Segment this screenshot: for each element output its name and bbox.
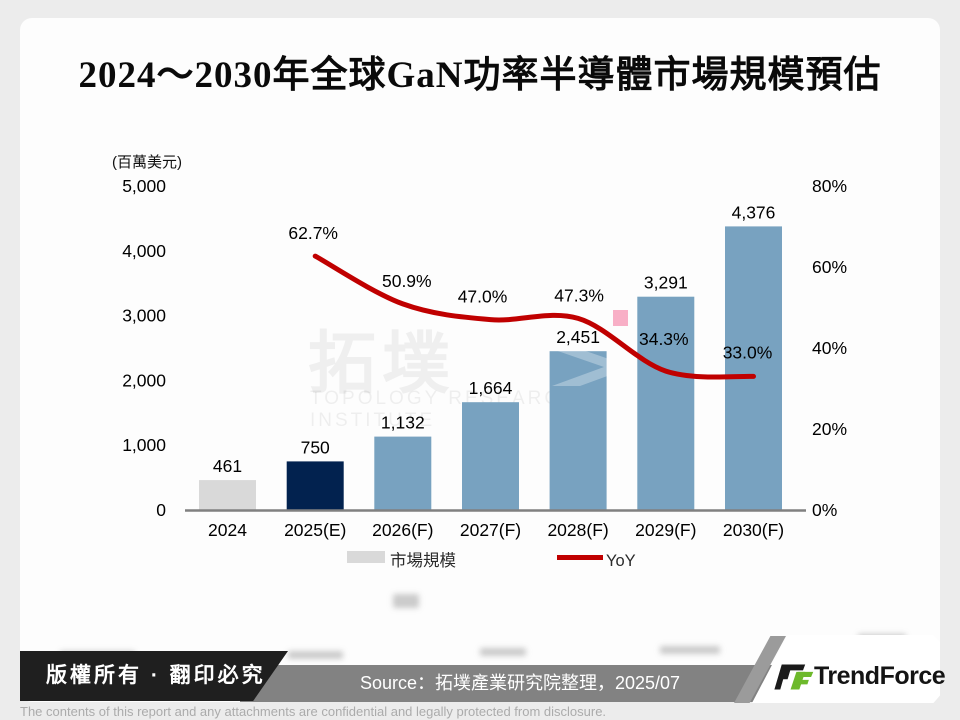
copyright-text: 版權所有 · 翻印必究 (46, 664, 266, 687)
yoy-percent-label: 50.9% (382, 271, 432, 291)
chart-legend: 市場規模 YoY (347, 551, 636, 570)
source-text: Source：拓墣產業研究院整理，2025/07 (359, 673, 681, 693)
left-axis-tick: 0 (156, 500, 166, 520)
right-axis-tick: 0% (812, 500, 837, 520)
bar-value-label: 750 (301, 437, 330, 457)
watermark-ghost (288, 651, 343, 659)
watermark-topology-cjk: 拓墣 (308, 326, 457, 402)
right-axis-tick: 40% (812, 338, 847, 358)
legend-bar-label: 市場規模 (390, 551, 456, 570)
x-axis-label: 2024 (208, 520, 247, 540)
legend-line-label: YoY (606, 552, 636, 570)
disclaimer-text: The contents of this report and any atta… (20, 704, 607, 719)
left-axis-unit-label: (百萬美元) (112, 154, 182, 171)
bar-2027(F) (462, 402, 519, 510)
bar-2025(E) (286, 461, 344, 510)
trendforce-logo-text: TrendForce (814, 662, 946, 690)
left-axis-tick: 4,000 (122, 241, 166, 261)
bar-value-label: 2,451 (556, 327, 600, 347)
bar-2030(F) (725, 226, 782, 510)
legend-bar-swatch (347, 551, 385, 563)
yoy-percent-label: 47.3% (554, 285, 604, 305)
stray-pink-marker (613, 310, 628, 326)
bar-2028(F) (549, 351, 607, 510)
page-title: 2024～2030年全球GaN功率半導體市場規模預估 (78, 55, 882, 96)
right-axis-tick: 20% (812, 419, 847, 439)
bar-value-label: 3,291 (644, 273, 688, 293)
watermark-ghost (660, 646, 720, 654)
bar-value-label: 461 (213, 456, 242, 476)
yoy-percent-label: 62.7% (288, 223, 338, 243)
bar-2024 (199, 480, 256, 510)
left-axis-tick: 3,000 (122, 306, 166, 326)
watermark-ghost (480, 648, 526, 656)
yoy-line (312, 253, 756, 380)
watermark-chevron (552, 349, 632, 386)
left-axis-tick: 5,000 (122, 176, 166, 196)
left-axis-tick: 2,000 (122, 370, 166, 390)
yoy-percent-label: 33.0% (723, 342, 773, 362)
bar-value-label: 4,376 (732, 202, 776, 222)
bar-value-label: 1,132 (381, 413, 425, 433)
axis-tick-labels: 5,000 4,000 3,000 2,000 1,000 0 80% 60% 40% 20% 0% (122, 176, 847, 520)
copyright-ribbon: 版權所有 · 翻印必究 (20, 651, 288, 701)
slide-card (20, 18, 940, 702)
yoy-percent-label: 47.0% (458, 287, 508, 307)
left-axis-tick: 1,000 (122, 435, 166, 455)
x-axis-labels: 2024 2025(E) 2026(F) 2027(F) 2028(F) 2029(F) 2… (208, 520, 784, 540)
yoy-percent-labels: 62.7% 50.9% 47.0% 47.3% 34.3% 33.0% (288, 223, 772, 362)
x-axis-label: 2029(F) (635, 520, 696, 540)
bar-value-label: 1,664 (469, 378, 513, 398)
bar-2029(F) (637, 296, 695, 510)
bar-series (199, 226, 782, 510)
x-axis-label: 2025(E) (284, 520, 346, 540)
trendforce-logo-icon (774, 664, 814, 690)
x-axis-label: 2026(F) (372, 520, 433, 540)
right-axis-tick: 60% (812, 257, 847, 277)
right-axis-tick: 80% (812, 176, 847, 196)
source-bar: Source：拓墣產業研究院整理，2025/07 (240, 665, 800, 702)
watermark-ghost (393, 594, 419, 608)
yoy-percent-label: 34.3% (639, 329, 689, 349)
x-axis-label: 2030(F) (723, 520, 784, 540)
bar-value-labels: 461 750 1,132 1,664 2,451 3,291 4,376 (213, 202, 776, 476)
bar-2026(F) (374, 436, 432, 510)
x-axis-label: 2028(F) (547, 520, 608, 540)
x-axis-label: 2027(F) (460, 520, 521, 540)
